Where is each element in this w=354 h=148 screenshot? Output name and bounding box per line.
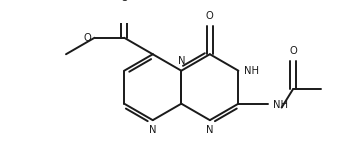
Text: N: N <box>178 56 185 66</box>
Text: N: N <box>149 125 156 135</box>
Text: O: O <box>120 0 128 3</box>
Text: O: O <box>206 11 214 21</box>
Text: O: O <box>84 33 92 43</box>
Text: NH: NH <box>244 66 259 76</box>
Text: N: N <box>206 125 213 135</box>
Text: O: O <box>289 46 297 57</box>
Text: NH: NH <box>273 100 288 110</box>
